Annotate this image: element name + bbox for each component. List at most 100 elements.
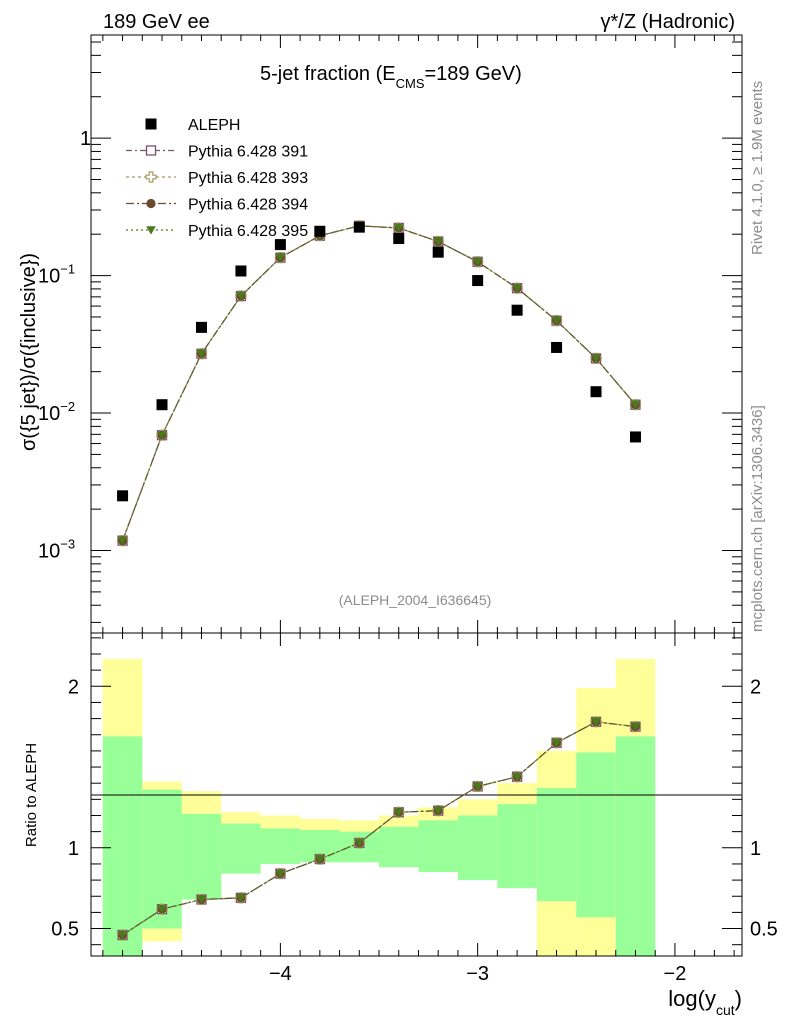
ratio-tick-label-left: 2	[68, 676, 79, 698]
model-point-shape	[236, 292, 246, 301]
ratio-point-shape	[315, 855, 325, 864]
model-point-shape	[472, 257, 483, 267]
y-tick-label: 10−3	[38, 537, 75, 563]
ratio-point-shape	[512, 772, 522, 782]
model-point	[472, 257, 483, 267]
ratio-point	[354, 839, 365, 848]
data-point-shape	[195, 321, 207, 333]
data-point	[629, 431, 641, 443]
data-point	[274, 239, 286, 251]
ratio-tick-label-right: 0.5	[750, 919, 778, 941]
green-band-bin	[418, 820, 458, 873]
data-point	[511, 304, 523, 316]
legend-marker	[146, 198, 156, 209]
plot-title-main: 5-jet fraction (E	[260, 63, 396, 85]
green-band-bin	[615, 736, 656, 956]
model-line	[122, 225, 636, 541]
legend-label: ALEPH	[188, 117, 240, 134]
header-left-label: 189 GeV ee	[103, 11, 210, 33]
plot-title-tail: =189 GeV)	[425, 63, 522, 85]
ratio-axis-ticks: −4 −3 −2 0.5 0.5 1 1 2 2	[51, 633, 778, 985]
ratio-point-shape	[630, 722, 641, 732]
side-label-rivet: Rivet 4.1.0, ≥ 1.9M events	[749, 81, 766, 255]
green-band-bin	[221, 823, 261, 874]
data-point-shape	[629, 431, 641, 443]
data-point-shape	[156, 399, 168, 411]
ratio-point	[512, 772, 522, 782]
data-point-shape	[314, 225, 326, 237]
ratio-point-shape	[472, 782, 483, 792]
data-point	[551, 341, 563, 353]
data-point-shape	[511, 304, 523, 316]
main-axis-ticks: 1 10−1 10−2 10−3	[38, 35, 742, 633]
data-point-shape	[472, 275, 484, 287]
legend-marker-shape	[145, 145, 157, 156]
model-point	[157, 431, 167, 440]
analysis-watermark: (ALEPH_2004_I636645)	[339, 592, 492, 608]
ratio-point-shape	[196, 895, 207, 905]
green-band-bin	[576, 752, 616, 918]
legend-marker	[146, 226, 156, 235]
ratio-tick-label-left: 1	[68, 838, 79, 860]
ratio-point-shape	[275, 869, 286, 879]
ratio-point	[591, 718, 601, 727]
x-tick-label: −3	[466, 963, 489, 985]
model-point-shape	[393, 224, 404, 233]
ratio-tick-label-right: 2	[750, 676, 761, 698]
data-point-shape	[353, 221, 365, 233]
uncertainty-bands	[102, 658, 656, 956]
ratio-tick-label-right: 1	[750, 838, 761, 860]
model-point-shape	[512, 284, 522, 293]
data-point	[156, 399, 168, 411]
data-point	[235, 265, 247, 277]
ratio-plot-frame	[90, 632, 743, 957]
plot-title: 5-jet fraction (ECMS=189 GeV)	[260, 63, 522, 91]
legend-entry: Pythia 6.428 394	[126, 197, 308, 214]
ratio-tick-label-left: 0.5	[51, 919, 79, 941]
ratio-point-shape	[393, 808, 404, 817]
data-markers	[116, 220, 642, 547]
model-point-shape	[275, 253, 286, 263]
data-point	[393, 233, 405, 245]
legend-label: Pythia 6.428 393	[188, 170, 308, 187]
green-band-bin	[102, 736, 143, 956]
ratio-point-shape	[157, 905, 167, 914]
legend-marker	[145, 118, 157, 130]
ratio-point	[433, 806, 443, 816]
data-point	[195, 321, 207, 333]
model-point	[630, 400, 641, 410]
x-tick-label: −4	[269, 963, 292, 985]
legend-marker	[145, 171, 157, 183]
y-tick-label: 10−2	[38, 399, 75, 425]
legend-marker-shape	[146, 226, 156, 235]
data-point-shape	[274, 239, 286, 251]
green-band-bin	[497, 804, 537, 889]
x-axis-label: log(ycut)	[668, 986, 742, 1018]
model-point-shape	[551, 316, 562, 326]
ratio-y-axis-label: Ratio to ALEPH	[23, 743, 40, 847]
model-point-shape	[433, 237, 443, 247]
ratio-point-shape	[236, 894, 246, 903]
ratio-point	[393, 808, 404, 817]
model-point	[393, 224, 404, 233]
model-point	[512, 284, 522, 293]
ratio-point	[472, 782, 483, 792]
data-point-shape	[235, 265, 247, 277]
green-band-bin	[457, 815, 498, 881]
ratio-point	[630, 722, 641, 732]
legend-marker-shape	[146, 198, 156, 209]
main-plot-panel: 1 10−1 10−2 10−3	[38, 34, 743, 634]
header-right-label: γ*/Z (Hadronic)	[601, 11, 735, 33]
data-point-shape	[393, 233, 405, 245]
y-axis-label: σ({5 jet})/σ({inclusive})	[18, 253, 40, 451]
ratio-point	[117, 931, 128, 940]
model-point-shape	[117, 536, 128, 546]
x-axis-label-main: log(y	[668, 986, 716, 1011]
model-line	[122, 225, 636, 541]
ratio-line	[122, 721, 636, 936]
model-line	[122, 225, 636, 541]
legend-marker-shape	[145, 118, 157, 130]
data-point-shape	[590, 386, 602, 398]
model-line	[122, 225, 636, 541]
model-point-shape	[591, 354, 601, 363]
